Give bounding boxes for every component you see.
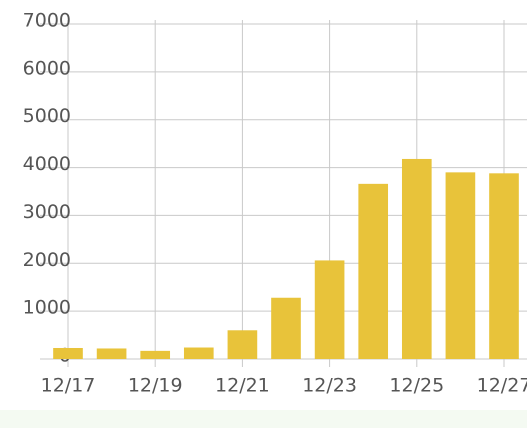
bar bbox=[358, 183, 389, 359]
bar bbox=[140, 350, 171, 359]
bar bbox=[489, 173, 519, 359]
x-tick-label: 12/27 bbox=[477, 375, 527, 397]
bottom-strip bbox=[0, 410, 527, 428]
bar bbox=[401, 158, 432, 359]
bar bbox=[227, 330, 258, 359]
bar bbox=[445, 172, 476, 359]
y-tick-label: 7000 bbox=[23, 10, 71, 32]
y-tick-label: 5000 bbox=[23, 105, 71, 127]
bar bbox=[96, 348, 127, 359]
x-tick-label: 12/21 bbox=[215, 375, 270, 397]
y-tick-label: 3000 bbox=[23, 201, 71, 223]
x-tick-label: 12/19 bbox=[128, 375, 183, 397]
x-tick-label: 12/23 bbox=[302, 375, 357, 397]
y-tick-label: 6000 bbox=[23, 57, 71, 79]
bar bbox=[314, 260, 345, 359]
y-tick-label: 1000 bbox=[23, 297, 71, 319]
y-tick-label: 2000 bbox=[23, 249, 71, 271]
bar bbox=[183, 347, 214, 359]
y-tick-label: 4000 bbox=[23, 153, 71, 175]
bar bbox=[53, 347, 83, 359]
x-tick-label: 12/25 bbox=[389, 375, 444, 397]
bar bbox=[271, 297, 301, 359]
x-tick-label: 12/17 bbox=[41, 375, 96, 397]
